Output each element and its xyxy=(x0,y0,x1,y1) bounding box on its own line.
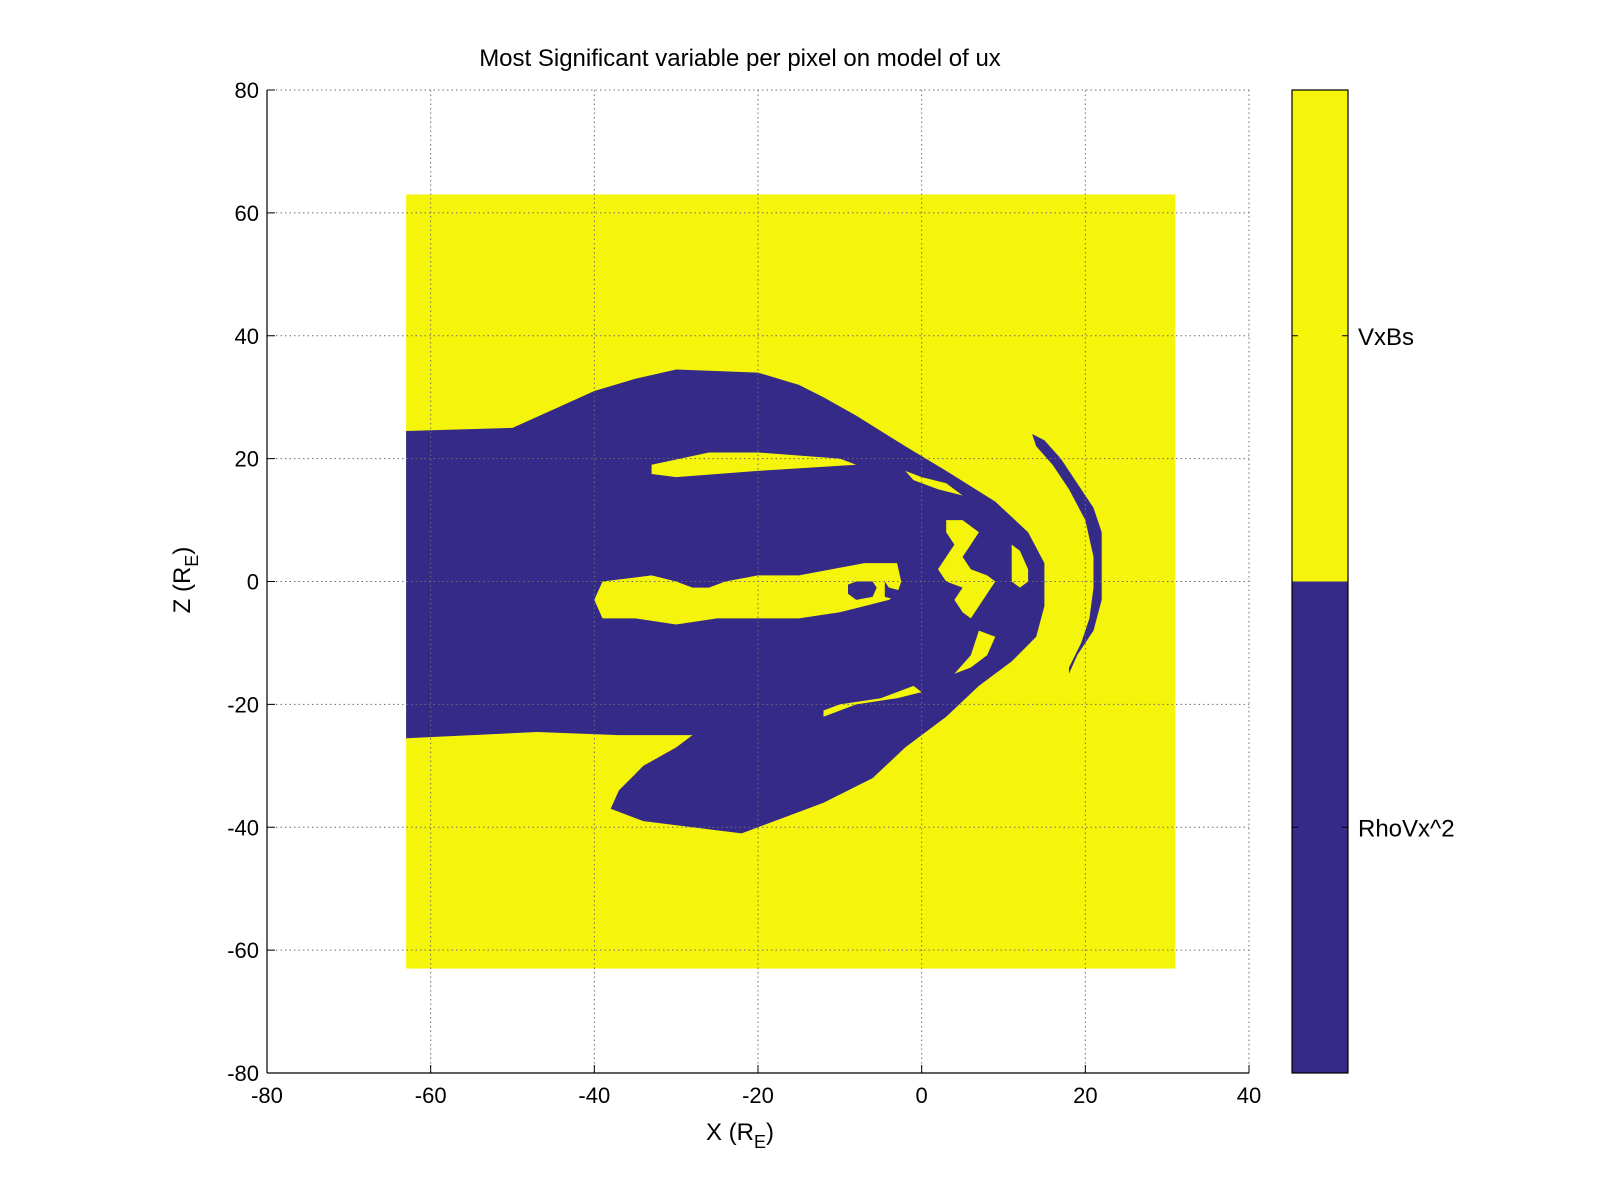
colorbar-segment xyxy=(1292,90,1348,582)
y-tick-label: 40 xyxy=(235,324,259,349)
colorbar: VxBs RhoVx^2 xyxy=(1291,89,1455,1074)
y-tick-label: 80 xyxy=(235,78,259,103)
plot-area xyxy=(406,194,1176,969)
x-tick-label: 40 xyxy=(1237,1083,1261,1108)
tick-labels: -80 -60 -40 -20 0 20 40 -80 -60 -40 -20 0 20 40 60 80 xyxy=(227,78,1261,1108)
colorbar-label: VxBs xyxy=(1358,324,1414,351)
region-9 xyxy=(954,630,996,674)
grid-lines xyxy=(267,90,1249,1073)
region-1 xyxy=(594,563,902,625)
y-tick-label: -60 xyxy=(227,938,259,963)
chart-title: Most Significant variable per pixel on m… xyxy=(479,45,1001,72)
region-3 xyxy=(884,581,906,600)
y-tick-label: 60 xyxy=(235,201,259,226)
region-8 xyxy=(1011,544,1029,588)
colorbar-segment xyxy=(1292,581,1348,1073)
region-2 xyxy=(848,581,877,600)
x-tick-label: -60 xyxy=(415,1083,447,1108)
y-tick-label: -40 xyxy=(227,815,259,840)
region-5 xyxy=(905,470,963,496)
region-7 xyxy=(938,520,996,619)
x-tick-label: -40 xyxy=(578,1083,610,1108)
x-tick-label: 0 xyxy=(916,1083,928,1108)
region-10 xyxy=(1032,434,1102,674)
y-tick-label: -80 xyxy=(227,1061,259,1086)
axes xyxy=(266,89,1250,1074)
colorbar-label: RhoVx^2 xyxy=(1358,815,1455,842)
x-tick-label: -80 xyxy=(251,1083,283,1108)
x-axis-label: X (RE) xyxy=(706,1119,774,1152)
colorbar-frame xyxy=(1291,89,1349,1074)
region-6 xyxy=(823,685,922,717)
x-tick-label: 20 xyxy=(1073,1083,1097,1108)
y-tick-label: 20 xyxy=(235,447,259,472)
y-tick-label: 0 xyxy=(247,570,259,595)
x-tick-label: -20 xyxy=(742,1083,774,1108)
y-tick-label: -20 xyxy=(227,692,259,717)
region-4 xyxy=(651,452,857,478)
y-axis-label: Z (RE) xyxy=(169,547,202,614)
